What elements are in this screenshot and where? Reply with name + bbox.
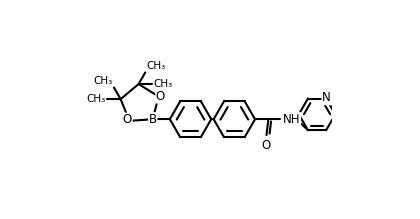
Text: CH₃: CH₃ <box>94 76 113 86</box>
Text: CH₃: CH₃ <box>147 60 166 71</box>
Text: CH₃: CH₃ <box>153 79 173 89</box>
Text: O: O <box>156 90 165 103</box>
Text: NH: NH <box>283 113 300 126</box>
Text: O: O <box>123 113 132 126</box>
Text: CH₃: CH₃ <box>87 94 106 104</box>
Text: N: N <box>322 91 331 104</box>
Text: O: O <box>262 140 271 152</box>
Text: B: B <box>149 113 157 126</box>
